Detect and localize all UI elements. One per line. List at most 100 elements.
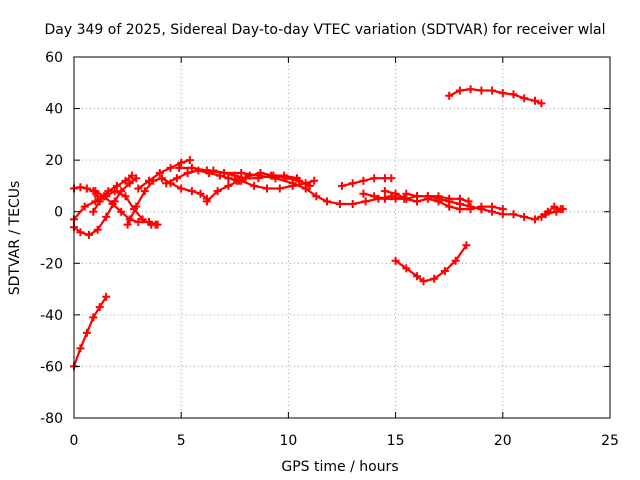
data-point-marker [237,169,246,177]
data-point-marker [430,274,439,283]
data-point-marker [183,169,192,177]
x-tick-label: 5 [177,433,186,449]
data-point-marker [423,192,432,201]
data-point-marker [85,230,93,239]
data-point-marker [280,171,289,180]
data-point-marker [455,86,464,95]
data-point-marker [440,267,449,275]
data-point-marker [550,202,559,211]
data-point-marker [100,192,108,201]
y-axis-label: SDTVAR / TECUs [7,181,23,296]
data-point-marker [477,86,486,95]
data-point-marker [370,174,379,183]
data-point-marker [267,171,276,180]
plot-frame [73,56,611,419]
x-tick-label: 10 [279,433,297,449]
data-point-marker [370,192,379,201]
y-tick-label: 0 [54,205,63,221]
data-point-marker [93,225,102,234]
y-tick-label: 20 [45,153,63,169]
grid-lines [74,57,610,418]
y-tick-label: 60 [45,50,63,66]
data-point-marker [132,174,141,183]
data-series-14 [338,174,396,190]
series-line [126,177,208,226]
data-point-marker [301,179,310,188]
data-point-marker [125,179,134,188]
series-line [72,295,108,368]
data-point-marker [402,189,411,198]
data-point-marker [445,91,454,100]
data-point-marker [531,215,539,224]
data-point-marker [89,313,98,322]
data-point-marker [145,176,153,185]
data-point-marker [537,212,546,221]
data-point-marker [391,256,400,265]
data-point-marker [230,171,239,180]
data-point-marker [187,163,196,172]
data-point-marker [520,212,529,221]
data-point-marker [464,197,473,206]
chart-title: Day 349 of 2025, Sidereal Day-to-day VTE… [44,22,605,38]
data-point-marker [509,210,518,219]
data-point-marker [172,174,181,183]
data-point-marker [509,90,518,99]
data-point-marker [155,169,164,177]
data-point-marker [552,207,561,216]
data-point-marker [134,218,143,226]
data-point-marker [166,163,175,172]
series-line [540,205,562,218]
data-point-marker [402,264,411,273]
y-tick-label: -20 [40,256,63,272]
data-point-marker [419,277,428,286]
data-point-marker [556,205,565,214]
x-tick-label: 15 [387,433,405,449]
data-series-13 [224,174,319,193]
series-line [205,171,311,203]
data-point-marker [185,156,194,165]
data-point-marker [413,272,421,281]
data-point-marker [391,189,400,198]
data-point-marker [263,184,271,193]
y-tick-label: -40 [40,308,63,324]
data-point-marker [102,212,111,221]
data-point-marker [175,163,184,172]
x-tick-label: 20 [494,433,512,449]
data-point-marker [196,189,205,198]
data-point-marker [95,197,104,206]
data-point-marker [89,207,98,216]
data-point-marker [117,207,126,216]
data-point-marker [466,202,475,211]
data-point-marker [177,158,186,167]
data-series-8 [134,156,194,193]
series-line [394,244,468,283]
data-point-marker [338,181,346,190]
data-point-marker [202,197,211,206]
x-tick-label: 25 [601,433,619,449]
data-point-marker [348,179,357,188]
data-point-marker [112,181,121,190]
data-point-marker [488,207,497,216]
axis-ticks: -80 -60 -40 -20 0 20 40 60 0 5 10 15 20 25 [40,50,619,449]
data-point-marker [462,241,471,250]
data-point-marker [434,194,443,203]
data-point-marker [359,189,368,198]
data-point-marker [140,187,149,196]
data-series-21 [537,202,565,221]
data-series-5 [89,171,136,216]
data-point-marker [102,292,111,301]
series-line [448,88,543,105]
data-point-marker [237,176,246,185]
data-series [70,85,567,371]
data-point-marker [288,181,297,190]
data-point-marker [162,179,171,188]
data-point-marker [310,176,319,185]
data-point-marker [82,328,91,337]
data-point-marker [256,169,265,177]
data-series-19 [445,85,546,108]
data-series-1 [70,292,111,371]
data-point-marker [177,184,186,193]
data-point-marker [380,187,389,196]
x-tick-label: 0 [70,433,79,449]
